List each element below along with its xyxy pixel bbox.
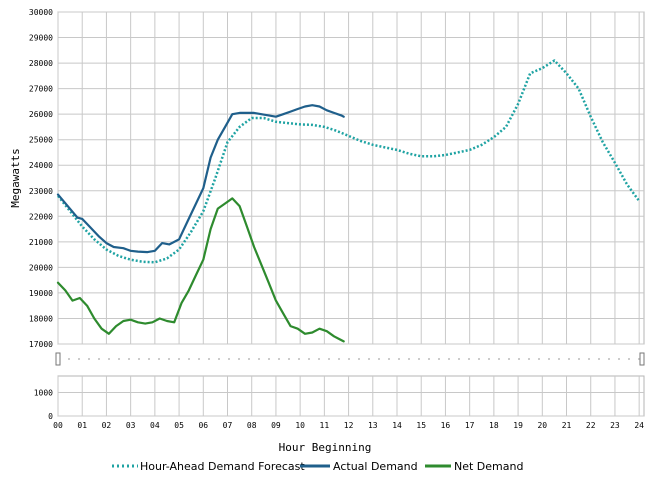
y-tick-label: 27000 [29,85,53,94]
x-tick-label: 12 [344,421,354,430]
legend-item-net: Net Demand [425,460,523,473]
legend: Hour-Ahead Demand Forecast Actual Demand… [112,460,523,473]
x-tick-label: 13 [368,421,378,430]
x-tick-label: 11 [320,421,330,430]
x-tick-label: 20 [537,421,547,430]
x-tick-label: 22 [586,421,596,430]
y-tick-labels: 17000 18000 19000 20000 21000 22000 23000 24000… [29,8,53,349]
x-tick-label: 08 [247,421,257,430]
x-tick-label: 03 [126,421,136,430]
y-tick-label: 17000 [29,340,53,349]
y-axis-title: Megawatts [9,148,22,208]
legend-item-forecast: Hour-Ahead Demand Forecast [112,460,305,473]
y-tick-label: 22000 [29,212,53,221]
y-tick-label: 20000 [29,263,53,272]
lower-y-tick-label: 0 [48,412,53,421]
x-tick-label: 24 [634,421,644,430]
x-tick-label: 23 [610,421,620,430]
series-lines [56,59,641,343]
y-tick-label: 18000 [29,314,53,323]
legend-item-actual: Actual Demand [300,460,418,473]
x-tick-label: 17 [465,421,475,430]
y-tick-label: 24000 [29,161,53,170]
lower-grid [57,376,644,417]
x-tick-label: 19 [513,421,523,430]
y-tick-label: 30000 [29,8,53,17]
x-tick-label: 18 [489,421,499,430]
main-grid [57,11,644,345]
y-tick-label: 26000 [29,110,53,119]
legend-label-forecast: Hour-Ahead Demand Forecast [140,460,305,473]
main-plot-area [57,11,645,345]
axis-break [55,352,645,366]
x-tick-label: 09 [271,421,281,430]
x-tick-label: 00 [53,421,63,430]
x-tick-label: 10 [295,421,305,430]
x-tick-label: 06 [198,421,208,430]
x-axis-title: Hour Beginning [279,441,372,454]
x-tick-labels: 00 01 02 03 04 05 06 07 08 09 10 11 12 13 14 15 16 17 18 19… [53,421,644,430]
y-tick-label: 23000 [29,187,53,196]
lower-y-tick-label: 1000 [34,388,53,397]
x-tick-label: 01 [77,421,87,430]
series-line-net [56,197,345,343]
y-tick-label: 21000 [29,238,53,247]
legend-label-net: Net Demand [454,460,523,473]
x-tick-label: 21 [562,421,572,430]
y-tick-label: 25000 [29,136,53,145]
x-tick-label: 14 [392,421,402,430]
y-tick-label: 29000 [29,34,53,43]
y-tick-label: 28000 [29,59,53,68]
x-tick-label: 05 [174,421,184,430]
x-tick-label: 02 [102,421,112,430]
lower-plot-area [57,375,645,417]
x-tick-label: 15 [416,421,426,430]
x-tick-label: 04 [150,421,160,430]
series-line-actual [56,104,345,254]
y-tick-label: 19000 [29,289,53,298]
x-tick-label: 07 [223,421,233,430]
lower-y-tick-labels: 0 1000 [34,388,53,421]
x-tick-label: 16 [441,421,451,430]
legend-label-actual: Actual Demand [333,460,418,473]
